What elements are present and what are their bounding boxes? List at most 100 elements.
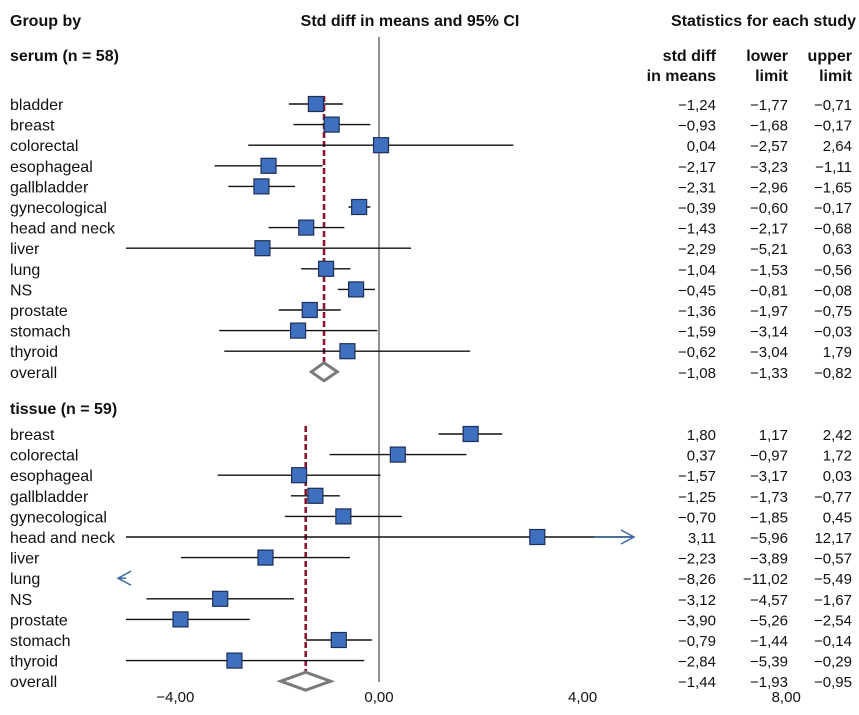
row-label: liver [10, 241, 40, 258]
row-label: esophageal [10, 468, 93, 485]
x-tick-label: 4,00 [568, 689, 597, 706]
effect-box [307, 487, 324, 504]
value-lower-limit: −11,02 [743, 571, 788, 588]
group-title: tissue (n = 59) [10, 401, 117, 418]
value-lower-limit: −1,33 [750, 365, 788, 382]
value-upper-limit: −0,14 [814, 633, 852, 650]
value-upper-limit: −0,29 [814, 654, 852, 671]
column-header-std-diff: in means [647, 68, 716, 85]
value-upper-limit: −1,11 [815, 159, 852, 176]
row-label: stomach [10, 324, 70, 341]
row-label: gynecological [10, 200, 107, 217]
value-upper-limit: 12,17 [814, 530, 852, 547]
value-std-diff: −0,45 [678, 282, 716, 299]
row-label: colorectal [10, 448, 78, 465]
value-std-diff: −1,59 [678, 324, 716, 341]
value-std-diff: −3,90 [678, 612, 716, 629]
row-label: thyroid [10, 654, 58, 671]
value-std-diff: −1,24 [678, 97, 716, 114]
header-plot-title: Std diff in means and 95% CI [301, 13, 520, 30]
value-upper-limit: −0,71 [814, 97, 852, 114]
row-label: colorectal [10, 138, 78, 155]
value-lower-limit: −5,26 [750, 612, 788, 629]
row-label: NS [10, 282, 32, 299]
effect-box [323, 116, 340, 133]
row-label: gallbladder [10, 179, 89, 196]
value-lower-limit: −1,93 [750, 674, 788, 691]
value-lower-limit: 1,17 [759, 427, 788, 444]
row-label: stomach [10, 633, 70, 650]
effect-box [289, 322, 307, 339]
value-std-diff: −8,26 [678, 571, 716, 588]
value-lower-limit: −3,17 [750, 468, 788, 485]
value-std-diff: −0,39 [678, 200, 716, 217]
value-upper-limit: −5,49 [814, 571, 852, 588]
value-lower-limit: −3,04 [750, 344, 788, 361]
value-upper-limit: −0,57 [814, 551, 852, 568]
value-lower-limit: −1,77 [750, 97, 788, 114]
value-upper-limit: −1,67 [814, 592, 852, 609]
row-label: liver [10, 551, 40, 568]
effect-box [372, 137, 390, 154]
value-lower-limit: −1,53 [750, 262, 788, 279]
row-label: overall [10, 674, 57, 691]
value-upper-limit: −0,68 [814, 221, 852, 238]
overall-diamond [276, 670, 336, 692]
value-lower-limit: −1,68 [750, 118, 788, 135]
value-lower-limit: −2,96 [750, 179, 788, 196]
effect-box [253, 178, 270, 195]
row-label: overall [10, 365, 57, 382]
value-lower-limit: −2,57 [750, 138, 788, 155]
value-lower-limit: −5,21 [750, 241, 788, 258]
plot-content: std diff in means lower limit upper limit seru… [10, 37, 853, 706]
effect-box [260, 157, 277, 174]
value-lower-limit: −1,85 [750, 509, 788, 526]
value-upper-limit: −0,77 [814, 489, 852, 506]
effect-box [317, 260, 335, 277]
value-upper-limit: −0,17 [814, 118, 852, 135]
column-header-std-diff: std diff [663, 48, 717, 65]
value-std-diff: −1,43 [678, 221, 716, 238]
effect-box [301, 301, 318, 319]
value-std-diff: −2,23 [678, 551, 716, 568]
effect-box [257, 549, 274, 566]
value-std-diff: −0,93 [678, 118, 716, 135]
value-upper-limit: −0,03 [814, 324, 852, 341]
value-std-diff: −0,70 [678, 509, 716, 526]
value-lower-limit: −4,57 [750, 592, 788, 609]
value-std-diff: −1,08 [678, 365, 716, 382]
value-std-diff: 0,37 [687, 448, 716, 465]
value-lower-limit: −2,17 [750, 221, 788, 238]
value-upper-limit: −2,54 [814, 612, 852, 629]
column-header-lower-limit: limit [755, 68, 789, 85]
value-upper-limit: −0,17 [814, 200, 852, 217]
value-lower-limit: −5,39 [750, 654, 788, 671]
row-label: prostate [10, 612, 68, 629]
effect-box [339, 343, 356, 360]
value-upper-limit: 0,63 [823, 241, 852, 258]
value-upper-limit: −0,56 [814, 262, 852, 279]
value-std-diff: −1,36 [678, 303, 716, 320]
value-lower-limit: −0,81 [750, 282, 788, 299]
value-upper-limit: −0,08 [814, 282, 852, 299]
value-upper-limit: 1,72 [823, 448, 852, 465]
row-label: head and neck [10, 530, 116, 547]
value-std-diff: −3,12 [678, 592, 716, 609]
value-upper-limit: −0,82 [814, 365, 852, 382]
value-lower-limit: −3,89 [750, 551, 788, 568]
value-upper-limit: −1,65 [814, 179, 852, 196]
value-lower-limit: −1,44 [750, 633, 788, 650]
value-std-diff: 3,11 [688, 530, 716, 547]
value-upper-limit: 1,79 [823, 344, 852, 361]
effect-box [529, 528, 546, 546]
value-lower-limit: −3,14 [750, 324, 788, 341]
value-lower-limit: −1,97 [750, 303, 788, 320]
value-std-diff: −1,25 [678, 489, 716, 506]
column-header-upper-limit: upper [808, 48, 852, 65]
effect-box [389, 446, 406, 463]
value-std-diff: −2,17 [678, 159, 716, 176]
effect-box [335, 508, 352, 525]
group-title: serum (n = 58) [10, 48, 119, 65]
row-label: lung [10, 262, 40, 279]
value-upper-limit: −0,95 [814, 674, 852, 691]
